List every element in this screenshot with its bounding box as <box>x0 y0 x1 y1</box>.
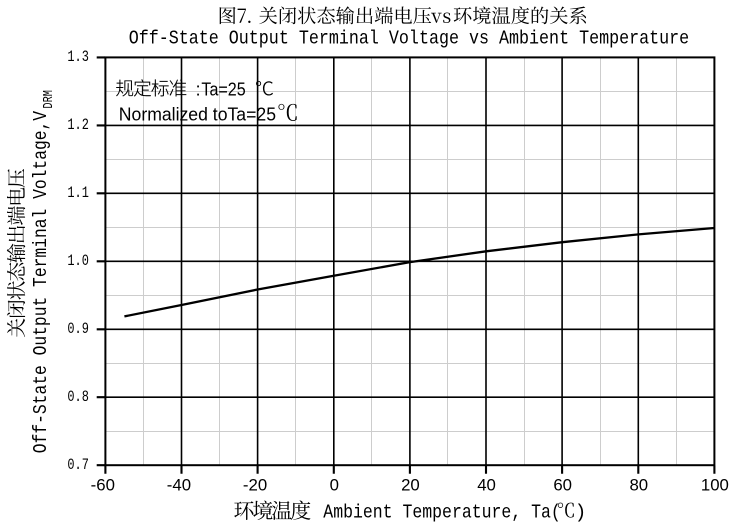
svg-text:1.0: 1.0 <box>67 252 89 270</box>
svg-text:60: 60 <box>553 476 572 495</box>
svg-text:100: 100 <box>701 476 729 495</box>
svg-text:-60: -60 <box>91 476 115 495</box>
svg-text:Ambient Temperature, Ta(: Ambient Temperature, Ta( <box>323 501 561 523</box>
svg-text:-20: -20 <box>243 476 267 495</box>
svg-text:20: 20 <box>401 476 420 495</box>
svg-text:0: 0 <box>330 476 339 495</box>
svg-text:): ) <box>575 501 587 523</box>
svg-text:Off-State Output Terminal Volt: Off-State Output Terminal Voltage,V <box>30 110 52 453</box>
svg-text:Ta=25: Ta=25 <box>201 78 245 99</box>
svg-text:1.1: 1.1 <box>67 184 89 202</box>
svg-text::: : <box>196 78 201 99</box>
svg-text:1.2: 1.2 <box>67 116 89 134</box>
svg-text:Normalized toTa=25: Normalized toTa=25 <box>119 104 276 125</box>
svg-text:80: 80 <box>629 476 648 495</box>
svg-text:DRM: DRM <box>42 90 57 109</box>
svg-text:Off-State Output Terminal Volt: Off-State Output Terminal Voltage vs Amb… <box>129 28 690 50</box>
svg-text:40: 40 <box>477 476 496 495</box>
svg-text:-40: -40 <box>167 476 191 495</box>
svg-text:1.3: 1.3 <box>67 48 89 66</box>
svg-text:0.9: 0.9 <box>67 320 89 338</box>
svg-text:0.8: 0.8 <box>67 388 89 406</box>
svg-text:0.7: 0.7 <box>67 456 89 474</box>
